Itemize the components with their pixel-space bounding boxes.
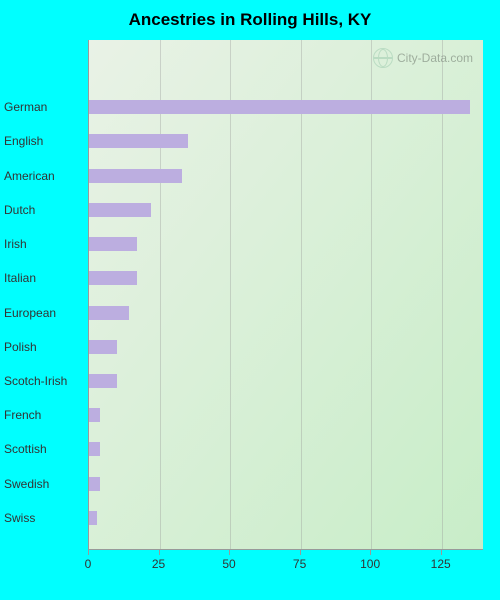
x-tick-mark (370, 550, 371, 555)
bar (89, 340, 117, 354)
y-tick-label: European (4, 306, 82, 320)
gridline (160, 40, 161, 549)
watermark: City-Data.com (373, 48, 473, 68)
x-tick-label: 75 (293, 557, 306, 571)
y-tick-label: French (4, 408, 82, 422)
y-tick-label: Scottish (4, 442, 82, 456)
y-tick-label: Italian (4, 271, 82, 285)
bar (89, 374, 117, 388)
chart-wrap: GermanEnglishAmericanDutchIrishItalianEu… (10, 40, 490, 585)
chart-title: Ancestries in Rolling Hills, KY (10, 10, 490, 30)
x-tick-mark (229, 550, 230, 555)
x-tick-label: 25 (152, 557, 165, 571)
bar (89, 237, 137, 251)
x-tick-label: 0 (85, 557, 92, 571)
y-tick-label: German (4, 100, 82, 114)
plot-area: City-Data.com (88, 40, 483, 550)
gridline (301, 40, 302, 549)
y-tick-label: Irish (4, 237, 82, 251)
page-root: Ancestries in Rolling Hills, KY GermanEn… (0, 0, 500, 600)
watermark-text: City-Data.com (397, 51, 473, 65)
bar (89, 477, 100, 491)
bar (89, 306, 129, 320)
x-tick-mark (88, 550, 89, 555)
gridline (371, 40, 372, 549)
x-tick-mark (159, 550, 160, 555)
x-tick-label: 50 (222, 557, 235, 571)
bar (89, 169, 182, 183)
bar (89, 100, 470, 114)
y-tick-label: Swiss (4, 511, 82, 525)
y-tick-label: Scotch-Irish (4, 374, 82, 388)
bar (89, 271, 137, 285)
gridline (230, 40, 231, 549)
y-tick-label: American (4, 169, 82, 183)
bar (89, 134, 188, 148)
x-tick-label: 100 (360, 557, 380, 571)
x-tick-mark (441, 550, 442, 555)
y-tick-label: English (4, 134, 82, 148)
y-tick-label: Swedish (4, 477, 82, 491)
bar (89, 408, 100, 422)
globe-icon (373, 48, 393, 68)
x-tick-mark (300, 550, 301, 555)
y-axis-labels: GermanEnglishAmericanDutchIrishItalianEu… (10, 40, 88, 550)
bar (89, 511, 97, 525)
y-tick-label: Dutch (4, 203, 82, 217)
y-tick-label: Polish (4, 340, 82, 354)
bar (89, 442, 100, 456)
bar (89, 203, 151, 217)
gridline (442, 40, 443, 549)
x-tick-label: 125 (431, 557, 451, 571)
